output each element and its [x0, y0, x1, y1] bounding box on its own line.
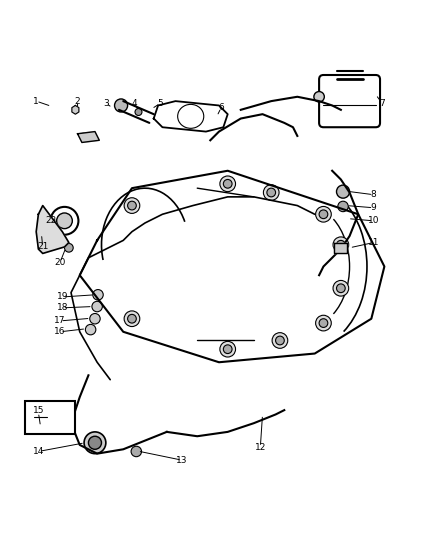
Circle shape — [92, 301, 102, 312]
Circle shape — [314, 92, 324, 102]
Text: 1: 1 — [33, 96, 39, 106]
Circle shape — [127, 201, 136, 210]
Text: 21: 21 — [37, 243, 49, 252]
Circle shape — [316, 315, 331, 331]
Circle shape — [124, 198, 140, 213]
Circle shape — [85, 325, 96, 335]
Circle shape — [135, 109, 142, 116]
Text: 7: 7 — [379, 99, 385, 108]
Circle shape — [263, 184, 279, 200]
Circle shape — [336, 284, 345, 293]
Circle shape — [90, 133, 96, 139]
Circle shape — [127, 314, 136, 323]
Text: 10: 10 — [368, 216, 379, 225]
Circle shape — [90, 313, 100, 324]
Circle shape — [57, 213, 72, 229]
Circle shape — [84, 432, 106, 454]
Circle shape — [223, 180, 232, 188]
Text: 2: 2 — [75, 96, 80, 106]
Text: 5: 5 — [157, 99, 163, 108]
Text: 15: 15 — [33, 406, 44, 415]
Text: 9: 9 — [371, 203, 376, 212]
Text: 22: 22 — [46, 216, 57, 225]
Text: 16: 16 — [54, 327, 66, 336]
Circle shape — [115, 99, 127, 112]
Polygon shape — [334, 243, 347, 254]
Circle shape — [220, 341, 236, 357]
Text: 18: 18 — [57, 303, 68, 312]
Circle shape — [336, 240, 345, 249]
Text: 19: 19 — [57, 293, 68, 302]
Polygon shape — [72, 106, 79, 114]
Circle shape — [64, 244, 73, 252]
Circle shape — [272, 333, 288, 349]
Text: 4: 4 — [131, 99, 137, 108]
Text: 11: 11 — [368, 238, 379, 247]
Text: 14: 14 — [33, 447, 44, 456]
Circle shape — [220, 176, 236, 192]
Polygon shape — [36, 206, 69, 254]
Circle shape — [131, 446, 141, 457]
Circle shape — [223, 345, 232, 353]
Circle shape — [124, 311, 140, 327]
Polygon shape — [78, 132, 99, 142]
Circle shape — [267, 188, 276, 197]
Text: 3: 3 — [103, 99, 109, 108]
Bar — [25, 401, 75, 434]
Text: 20: 20 — [54, 257, 66, 266]
Circle shape — [333, 280, 349, 296]
Circle shape — [338, 201, 348, 212]
Circle shape — [93, 289, 103, 300]
Text: 12: 12 — [254, 442, 266, 451]
Text: 8: 8 — [371, 190, 376, 199]
Circle shape — [319, 210, 328, 219]
Circle shape — [33, 409, 48, 424]
Circle shape — [316, 206, 331, 222]
Circle shape — [81, 133, 87, 139]
Circle shape — [319, 319, 328, 327]
Circle shape — [88, 436, 102, 449]
Circle shape — [336, 244, 345, 253]
Text: 6: 6 — [218, 103, 224, 112]
Text: 17: 17 — [54, 317, 66, 326]
Circle shape — [276, 336, 284, 345]
Text: 13: 13 — [176, 456, 188, 465]
FancyBboxPatch shape — [319, 75, 380, 127]
Circle shape — [336, 185, 350, 198]
Circle shape — [333, 237, 349, 253]
